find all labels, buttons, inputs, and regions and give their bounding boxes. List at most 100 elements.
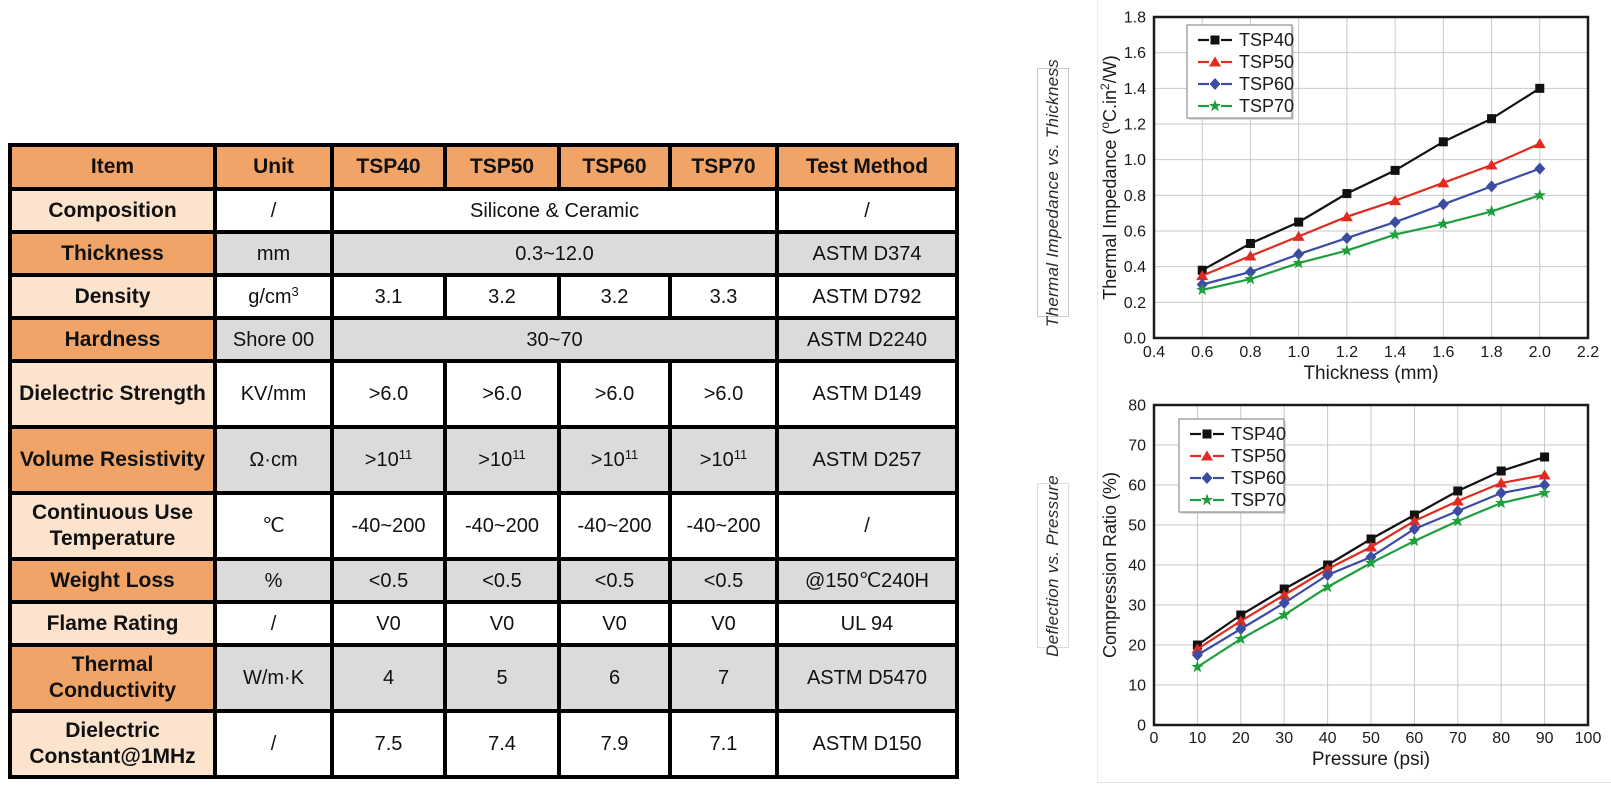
svg-text:0.2: 0.2 — [1124, 295, 1146, 312]
value-cell: >1011 — [668, 425, 779, 495]
compression-ratio-chart: 0 10 20 30 40 50 60 70 80 90 100 0 10 20 30 40 50 60 70 80 P… — [1098, 391, 1611, 782]
table-header-cell: Test Method — [775, 143, 959, 191]
svg-text:50: 50 — [1128, 518, 1146, 535]
spec-table-body: Composition / Silicone & Ceramic / Thickness… — [8, 187, 959, 779]
svg-text:TSP60: TSP60 — [1231, 468, 1286, 488]
charts-column: 0.4 0.6 0.8 1.0 1.2 1.4 1.6 1.8 2.0 2.2 0.0 0.2 0.4 0… — [1097, 0, 1611, 783]
svg-text:1.0: 1.0 — [1124, 152, 1146, 169]
svg-text:60: 60 — [1406, 730, 1424, 747]
svg-text:0.4: 0.4 — [1143, 344, 1165, 361]
value-cell: 3.1 — [330, 273, 447, 320]
item-cell: Thickness — [8, 230, 217, 277]
test-method-cell: @150℃240H — [775, 557, 959, 604]
test-method-cell: ASTM D149 — [775, 359, 959, 429]
table-row: Dielectric Strength KV/mm >6.0 >6.0 >6.0 >6.0… — [8, 359, 959, 429]
table-header-cell: Item — [8, 143, 217, 191]
svg-text:10: 10 — [1189, 730, 1207, 747]
value-cell: 0.3~12.0 — [330, 230, 779, 277]
value-cell: V0 — [557, 600, 672, 647]
unit-cell: / — [213, 187, 334, 234]
unit-cell: W/m·K — [213, 643, 334, 713]
table-row: Hardness Shore 00 30~70 ASTM D2240 — [8, 316, 959, 363]
value-cell: -40~200 — [443, 491, 561, 561]
svg-text:50: 50 — [1362, 730, 1380, 747]
table-row: Composition / Silicone & Ceramic / — [8, 187, 959, 234]
test-method-cell: ASTM D150 — [775, 709, 959, 779]
value-cell: 7 — [668, 643, 779, 713]
test-method-cell: ASTM D5470 — [775, 643, 959, 713]
table-row: Dielectric Constant@1MHz/7.5 7.4 7.9 7.1 AST… — [8, 709, 959, 779]
unit-cell: / — [213, 709, 334, 779]
value-cell: Silicone & Ceramic — [330, 187, 779, 234]
value-cell: >6.0 — [330, 359, 447, 429]
svg-text:30: 30 — [1128, 598, 1146, 615]
svg-text:Pressure (psi): Pressure (psi) — [1312, 749, 1430, 770]
svg-text:1.2: 1.2 — [1124, 117, 1146, 134]
svg-text:0.4: 0.4 — [1124, 259, 1146, 276]
item-cell: Thermal Conductivity — [8, 643, 217, 713]
thermal-impedance-side-label-text: Thermal Impedance vs. Thickness — [1043, 58, 1062, 327]
test-method-cell: ASTM D2240 — [775, 316, 959, 363]
svg-text:10: 10 — [1128, 678, 1146, 695]
table-row: Continuous Use Temperature ℃ -40~200 -40~20… — [8, 491, 959, 561]
value-cell: V0 — [668, 600, 779, 647]
svg-text:2.2: 2.2 — [1577, 344, 1599, 361]
unit-cell: KV/mm — [213, 359, 334, 429]
value-cell: >1011 — [330, 425, 447, 495]
svg-text:2.0: 2.0 — [1529, 344, 1551, 361]
value-cell: V0 — [443, 600, 561, 647]
svg-text:20: 20 — [1128, 638, 1146, 655]
item-cell: Continuous Use Temperature — [8, 491, 217, 561]
svg-text:TSP40: TSP40 — [1239, 30, 1294, 50]
thermal-impedance-chart: 0.4 0.6 0.8 1.0 1.2 1.4 1.6 1.8 2.0 2.2 0.0 0.2 0.4 0… — [1098, 0, 1611, 391]
value-cell: 5 — [443, 643, 561, 713]
unit-cell: ℃ — [213, 491, 334, 561]
svg-text:0.0: 0.0 — [1124, 331, 1146, 348]
svg-text:Thickness (mm): Thickness (mm) — [1303, 363, 1438, 384]
value-cell: 3.2 — [557, 273, 672, 320]
value-cell: 7.9 — [557, 709, 672, 779]
svg-text:1.2: 1.2 — [1336, 344, 1358, 361]
value-cell: 7.1 — [668, 709, 779, 779]
unit-cell: Shore 00 — [213, 316, 334, 363]
value-cell: 7.4 — [443, 709, 561, 779]
svg-text:TSP60: TSP60 — [1239, 74, 1294, 94]
svg-text:1.8: 1.8 — [1480, 344, 1502, 361]
svg-text:70: 70 — [1128, 438, 1146, 455]
deflection-side-label: Deflection vs. Pressure — [1037, 475, 1069, 656]
item-cell: Dielectric Constant@1MHz — [8, 709, 217, 779]
svg-text:40: 40 — [1319, 730, 1337, 747]
value-cell: -40~200 — [668, 491, 779, 561]
table-header-row: Item Unit TSP40 TSP50 TSP60 TSP70 Test Method — [8, 143, 959, 191]
test-method-cell: / — [775, 187, 959, 234]
value-cell: >1011 — [443, 425, 561, 495]
item-cell: Weight Loss — [8, 557, 217, 604]
test-method-cell: ASTM D374 — [775, 230, 959, 277]
svg-text:1.8: 1.8 — [1124, 10, 1146, 27]
value-cell: >6.0 — [443, 359, 561, 429]
chart1-svg: 0.4 0.6 0.8 1.0 1.2 1.4 1.6 1.8 2.0 2.2 0.0 0.2 0.4 0… — [1098, 10, 1599, 385]
value-cell: <0.5 — [557, 557, 672, 604]
value-cell: 6 — [557, 643, 672, 713]
svg-text:TSP40: TSP40 — [1231, 424, 1286, 444]
value-cell: 7.5 — [330, 709, 447, 779]
chart2-svg: 0 10 20 30 40 50 60 70 80 90 100 0 10 20 30 40 50 60 70 80 P… — [1100, 398, 1601, 771]
svg-text:1.6: 1.6 — [1432, 344, 1454, 361]
table-row: Flame Rating / V0 V0 V0 V0 UL 94 — [8, 600, 959, 647]
deflection-side-label-text: Deflection vs. Pressure — [1043, 474, 1063, 657]
table-row: Volume Resistivity Ω·cm >1011 >1011 >1011 >10… — [8, 425, 959, 495]
value-cell: -40~200 — [557, 491, 672, 561]
svg-text:TSP50: TSP50 — [1231, 446, 1286, 466]
svg-text:TSP50: TSP50 — [1239, 52, 1294, 72]
unit-cell: g/cm3 — [213, 273, 334, 320]
svg-text:1.6: 1.6 — [1124, 45, 1146, 62]
value-cell: 3.3 — [668, 273, 779, 320]
item-cell: Dielectric Strength — [8, 359, 217, 429]
table-row: Thermal Conductivity W/m·K 4 5 6 7 ASTM D5470 — [8, 643, 959, 713]
svg-text:1.4: 1.4 — [1124, 81, 1146, 98]
svg-text:80: 80 — [1128, 398, 1146, 415]
table-header-cell: TSP40 — [330, 143, 447, 191]
table-row: Weight Loss% <0.5 <0.5 <0.5 <0.5 @150℃240H — [8, 557, 959, 604]
table-header-cell: TSP60 — [557, 143, 672, 191]
svg-text:80: 80 — [1492, 730, 1510, 747]
